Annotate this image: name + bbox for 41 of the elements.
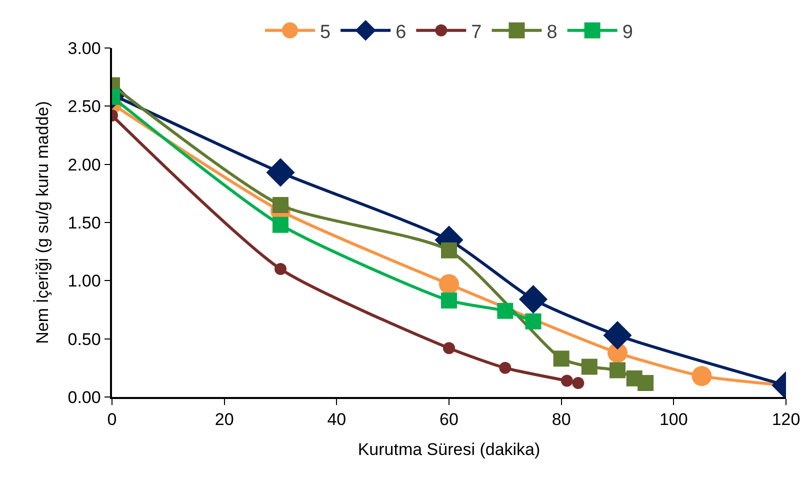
point: [638, 375, 654, 392]
y-axis-title: Nem İçeriği (g su/g kuru madde): [32, 101, 52, 344]
legend-label: 6: [396, 22, 406, 43]
point: [553, 350, 570, 367]
legend-label: 5: [320, 22, 331, 43]
y-tick-label: 0.50: [68, 330, 101, 349]
point: [443, 342, 455, 354]
point: [603, 321, 632, 350]
y-tick-label: 2.00: [68, 155, 101, 174]
point: [441, 292, 457, 308]
x-tick-label: 100: [659, 410, 688, 430]
legend-label: 7: [471, 22, 482, 43]
y-tick-label: 2.50: [68, 97, 101, 116]
x-tick-label: 40: [327, 410, 346, 430]
point: [572, 377, 584, 390]
point: [272, 216, 288, 233]
y-tick-label: 3.00: [68, 38, 101, 58]
point: [441, 242, 457, 258]
point: [560, 374, 573, 387]
x-axis-title: Kurutma Süresi (dakika): [358, 440, 540, 460]
point: [266, 158, 295, 187]
point: [518, 284, 548, 314]
legend-label: 8: [546, 22, 558, 43]
point: [692, 366, 712, 386]
x-tick-label: 0: [107, 410, 117, 430]
point: [272, 197, 288, 214]
y-tick-label: 1.50: [68, 213, 101, 232]
point: [581, 358, 598, 375]
x-tick-label: 60: [440, 410, 458, 430]
point: [497, 302, 514, 319]
point: [499, 362, 512, 374]
point: [525, 313, 542, 330]
x-tick-label: 120: [772, 410, 800, 430]
point: [610, 362, 626, 378]
x-tick-label: 20: [214, 410, 234, 430]
y-tick-label: 1.00: [68, 272, 101, 291]
legend-label: 9: [622, 22, 633, 43]
x-tick-label: 80: [552, 410, 571, 430]
y-tick-label: 0.00: [68, 388, 101, 407]
point: [274, 263, 286, 276]
point: [439, 274, 459, 294]
